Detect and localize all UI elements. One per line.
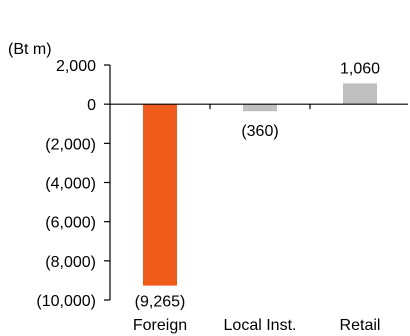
category-label: Foreign: [133, 317, 187, 334]
bars: [143, 83, 377, 286]
y-tick-label: (2,000): [45, 136, 96, 153]
unit-label: (Bt m): [8, 41, 52, 58]
data-label: (360): [241, 123, 278, 140]
y-ticks: [104, 64, 110, 301]
bar-local-inst: [243, 104, 277, 112]
y-tick-label: (8,000): [45, 254, 96, 271]
y-tick-label: (10,000): [36, 293, 96, 310]
y-tick-label: 2,000: [56, 58, 96, 75]
y-tick-label: (4,000): [45, 176, 96, 193]
bar-retail: [343, 83, 377, 105]
category-labels: Foreign Local Inst. Retail: [133, 317, 381, 334]
category-label: Retail: [340, 317, 381, 334]
y-tick-label: (6,000): [45, 215, 96, 232]
y-tick-labels: 2,000 0 (2,000) (4,000) (6,000) (8,000) (10,00…: [36, 58, 96, 310]
category-label: Local Inst.: [224, 317, 297, 334]
data-label: 1,060: [340, 60, 380, 77]
y-tick-label: 0: [87, 97, 96, 114]
data-labels: (9,265) (360) 1,060: [135, 60, 380, 310]
x-ticks: [209, 104, 311, 110]
data-label: (9,265): [135, 294, 186, 311]
bar-foreign: [143, 104, 177, 286]
